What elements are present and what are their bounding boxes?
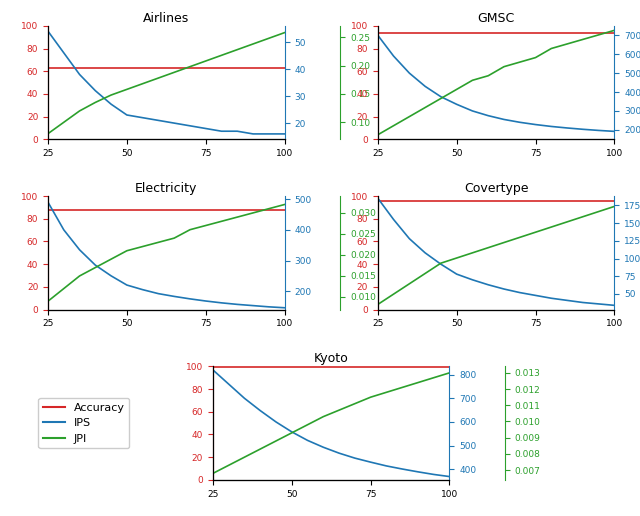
Title: Airlines: Airlines: [143, 12, 189, 25]
Legend: Accuracy, IPS, JPI: Accuracy, IPS, JPI: [38, 398, 129, 448]
Title: Electricity: Electricity: [135, 182, 198, 195]
Title: GMSC: GMSC: [477, 12, 515, 25]
Title: Kyoto: Kyoto: [314, 352, 349, 365]
Title: Covertype: Covertype: [464, 182, 529, 195]
